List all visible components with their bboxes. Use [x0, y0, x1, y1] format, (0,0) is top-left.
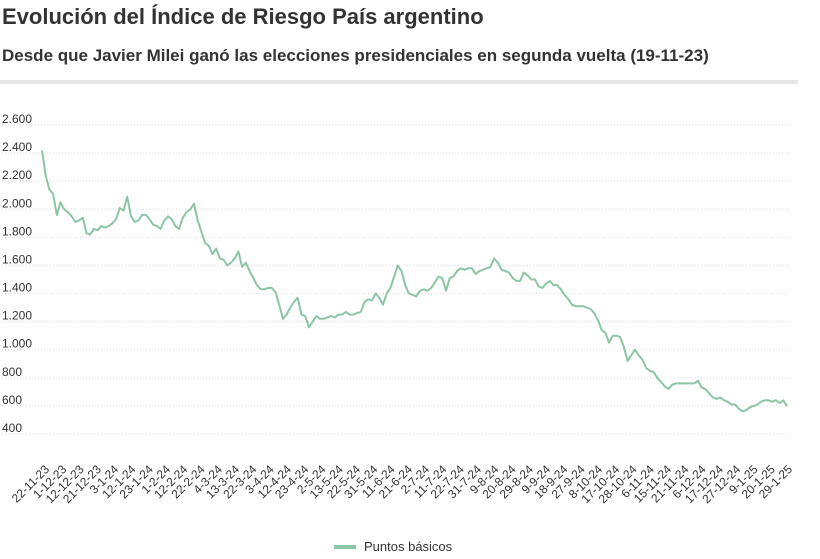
y-tick-label: 1.000: [2, 337, 32, 351]
grid-lines: [2, 124, 790, 435]
y-tick-label: 1.600: [2, 252, 32, 266]
chart-title: Evolución del Índice de Riesgo País arge…: [2, 4, 484, 29]
y-tick-label: 1.400: [2, 281, 32, 295]
legend-swatch: [334, 544, 356, 549]
series-line-puntos-basicos: [41, 150, 788, 413]
series-layer: [41, 150, 788, 413]
y-tick-label: 1.200: [2, 309, 32, 323]
y-axis-tick-labels: 400 600 800 1.000 1.200 1.400 1.600 1.800 2.000 2…: [2, 112, 32, 435]
y-tick-label: 2.000: [2, 196, 32, 210]
y-tick-label: 600: [2, 393, 22, 407]
y-tick-label: 2.600: [2, 112, 32, 126]
y-tick-label: 1.800: [2, 224, 32, 238]
header-divider: [0, 80, 798, 84]
x-axis-tick-labels: 22-11-231-12-2312-12-2321-12-233-1-2412-…: [9, 462, 795, 506]
y-tick-label: 2.400: [2, 140, 32, 154]
legend-label: Puntos básicos: [364, 539, 453, 554]
chart-subtitle: Desde que Javier Milei ganó las eleccion…: [2, 46, 709, 65]
y-tick-label: 2.200: [2, 168, 32, 182]
y-tick-label: 800: [2, 365, 22, 379]
legend[interactable]: Puntos básicos: [334, 539, 452, 554]
y-tick-label: 400: [2, 421, 22, 435]
line-chart: 400 600 800 1.000 1.200 1.400 1.600 1.800 2.000 2…: [2, 112, 795, 506]
